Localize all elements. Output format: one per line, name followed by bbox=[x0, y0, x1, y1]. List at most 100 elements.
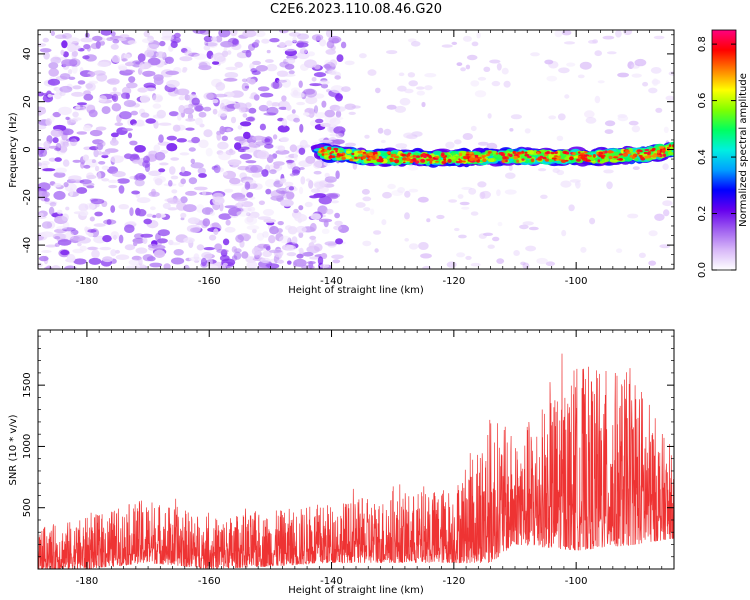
heatmap-cell bbox=[174, 32, 181, 38]
heatmap-cell bbox=[234, 61, 243, 68]
heatmap-cell bbox=[279, 178, 285, 185]
heatmap-cell bbox=[335, 132, 344, 138]
heatmap-cell bbox=[180, 196, 188, 204]
heatmap-cell bbox=[210, 53, 225, 62]
heatmap-cell bbox=[285, 57, 296, 65]
heatmap-cell bbox=[82, 104, 96, 110]
heatmap-cell bbox=[147, 57, 161, 66]
heatmap-cell bbox=[102, 256, 113, 263]
heatmap-cell bbox=[119, 34, 130, 39]
heatmap-cell bbox=[229, 177, 241, 185]
heatmap-cell bbox=[53, 183, 62, 188]
heatmap-cell bbox=[88, 257, 102, 265]
heatmap-cell bbox=[223, 188, 234, 193]
heatmap-cell bbox=[61, 227, 76, 232]
heatmap-cell bbox=[241, 82, 250, 92]
heatmap-cell bbox=[383, 128, 392, 136]
heatmap-cell bbox=[118, 204, 129, 210]
heatmap-cell bbox=[344, 103, 356, 110]
heatmap-cell bbox=[627, 61, 635, 69]
heatmap-cell bbox=[56, 226, 68, 230]
heatmap-cell bbox=[458, 234, 467, 239]
heatmap-cell bbox=[198, 64, 212, 71]
heatmap-cell bbox=[351, 152, 355, 156]
heatmap-cell bbox=[203, 106, 212, 112]
heatmap-cell bbox=[655, 107, 663, 113]
heatmap-cell bbox=[284, 181, 294, 187]
heatmap-cell bbox=[286, 252, 297, 257]
heatmap-cell bbox=[166, 79, 180, 88]
heatmap-cell bbox=[270, 190, 284, 199]
heatmap-cell bbox=[71, 65, 78, 74]
heatmap-cell bbox=[422, 154, 427, 159]
heatmap-cell bbox=[254, 39, 260, 45]
heatmap-cell bbox=[262, 250, 272, 258]
heatmap-cell bbox=[510, 114, 522, 120]
heatmap-cell bbox=[239, 239, 245, 248]
heatmap-cell bbox=[340, 41, 347, 49]
heatmap-cell bbox=[42, 37, 49, 43]
heatmap-cell bbox=[158, 122, 172, 126]
heatmap-cell bbox=[429, 158, 434, 162]
heatmap-cell bbox=[95, 126, 107, 131]
snr-x-tick-label: -100 bbox=[565, 576, 588, 587]
heatmap-cell bbox=[446, 261, 457, 268]
heatmap-cell bbox=[524, 151, 528, 154]
heatmap-cell bbox=[336, 153, 340, 156]
heatmap-cell bbox=[43, 141, 51, 149]
heatmap-cell bbox=[638, 155, 643, 157]
heatmap-cell bbox=[336, 155, 341, 158]
heatmap-cell bbox=[436, 214, 445, 220]
heatmap-cell bbox=[583, 151, 588, 154]
heatmap-cell bbox=[62, 51, 69, 58]
heatmap-cell bbox=[554, 151, 558, 155]
heatmap-cell bbox=[483, 66, 491, 73]
heatmap-cell bbox=[246, 225, 260, 231]
heatmap-cell bbox=[206, 257, 213, 267]
heatmap-cell bbox=[127, 220, 136, 225]
heatmap-cell bbox=[252, 135, 266, 141]
heatmap-cell bbox=[212, 61, 220, 65]
heatmap-cell bbox=[252, 228, 257, 234]
heatmap-cell bbox=[226, 128, 232, 132]
heatmap-cell bbox=[334, 116, 344, 120]
heatmap-cell bbox=[346, 150, 351, 154]
heatmap-cell bbox=[632, 166, 640, 171]
heatmap-cell bbox=[270, 81, 283, 89]
spectrogram-x-tick-label: -140 bbox=[320, 276, 343, 287]
heatmap-cell bbox=[256, 265, 269, 269]
heatmap-cell bbox=[631, 125, 641, 133]
heatmap-cell bbox=[265, 188, 272, 195]
heatmap-cell bbox=[522, 221, 534, 226]
heatmap-cell bbox=[361, 153, 367, 156]
heatmap-cell bbox=[276, 228, 283, 234]
heatmap-cell bbox=[426, 218, 431, 223]
heatmap-cell bbox=[471, 41, 479, 47]
heatmap-cell bbox=[41, 191, 50, 198]
heatmap-cell bbox=[627, 213, 639, 219]
heatmap-cell bbox=[479, 191, 486, 200]
heatmap-cell bbox=[304, 201, 313, 208]
heatmap-cell bbox=[110, 43, 119, 50]
heatmap-cell bbox=[168, 180, 173, 187]
heatmap-cell bbox=[333, 225, 343, 231]
heatmap-cell bbox=[66, 37, 81, 44]
heatmap-cell bbox=[224, 72, 239, 79]
heatmap-cell bbox=[109, 139, 119, 146]
heatmap-cell bbox=[118, 185, 125, 194]
heatmap-cell bbox=[607, 150, 613, 154]
heatmap-cell bbox=[170, 40, 178, 49]
heatmap-cell bbox=[289, 173, 296, 177]
heatmap-cell bbox=[246, 261, 258, 269]
heatmap-cell bbox=[420, 154, 424, 158]
heatmap-cell bbox=[196, 244, 205, 251]
heatmap-cell bbox=[130, 110, 138, 116]
heatmap-cell bbox=[528, 226, 539, 231]
heatmap-cell bbox=[335, 106, 346, 112]
heatmap-cell bbox=[89, 146, 99, 151]
heatmap-cell bbox=[176, 88, 190, 96]
heatmap-cell bbox=[472, 157, 479, 161]
heatmap-cell bbox=[420, 158, 426, 163]
heatmap-cell bbox=[334, 212, 340, 219]
heatmap-cell bbox=[211, 36, 218, 42]
